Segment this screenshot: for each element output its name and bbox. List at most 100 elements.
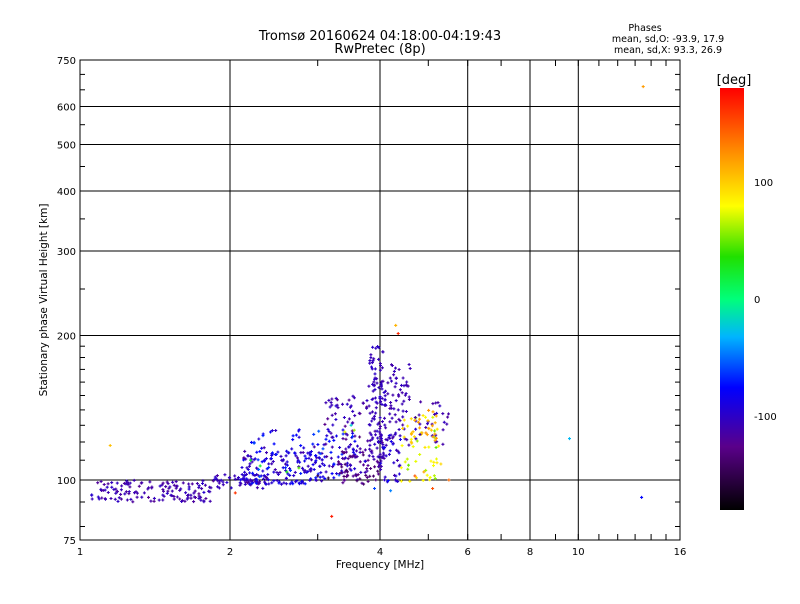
data-point — [379, 364, 382, 367]
data-point — [160, 483, 164, 487]
data-point — [126, 483, 130, 487]
data-point — [390, 364, 394, 367]
data-point — [378, 368, 382, 372]
data-point — [152, 499, 156, 503]
data-point — [383, 475, 387, 479]
data-point — [133, 491, 136, 495]
data-point — [326, 417, 330, 421]
data-point — [397, 472, 401, 476]
data-point — [344, 450, 348, 454]
data-point — [248, 471, 252, 475]
data-point — [295, 479, 299, 483]
data-point — [433, 477, 437, 481]
data-point — [314, 460, 317, 464]
data-point — [285, 463, 289, 467]
data-point — [316, 474, 320, 478]
data-point — [119, 492, 123, 496]
data-point — [171, 480, 175, 484]
data-point — [320, 479, 324, 483]
data-point — [398, 438, 402, 441]
data-point — [245, 466, 249, 470]
data-point — [429, 459, 433, 463]
data-point — [351, 447, 355, 451]
data-point — [343, 470, 347, 474]
chart-title: Tromsø 20160624 04:18:00-04:19:43 — [258, 29, 501, 44]
data-point — [418, 426, 422, 430]
data-point — [441, 442, 445, 446]
data-point — [431, 415, 435, 419]
data-point — [184, 491, 188, 495]
data-point — [129, 497, 133, 501]
data-point — [320, 462, 324, 466]
data-point — [172, 495, 176, 498]
data-point — [374, 346, 378, 350]
data-point — [348, 454, 352, 458]
data-point — [369, 450, 373, 454]
data-point — [90, 493, 94, 497]
data-point — [110, 485, 114, 489]
data-point — [390, 416, 394, 420]
data-point — [408, 367, 412, 370]
data-point — [351, 394, 355, 398]
data-point — [246, 468, 250, 471]
data-point — [347, 417, 351, 421]
data-point — [248, 464, 251, 468]
data-point — [271, 451, 274, 455]
data-point — [317, 456, 321, 460]
data-point — [161, 498, 165, 502]
data-point — [109, 497, 113, 500]
data-point — [101, 489, 105, 492]
data-point — [175, 484, 179, 488]
data-point — [346, 470, 349, 474]
data-point — [394, 478, 397, 482]
data-point — [439, 462, 443, 466]
data-point — [323, 477, 327, 481]
data-point — [432, 464, 435, 468]
data-point — [200, 487, 204, 491]
data-point — [270, 429, 274, 433]
data-point — [370, 367, 374, 371]
data-point — [371, 389, 375, 393]
data-point — [414, 427, 418, 431]
x-tick-label: 1 — [77, 547, 83, 558]
data-point — [183, 499, 187, 503]
data-point — [308, 478, 312, 482]
data-point — [433, 438, 437, 442]
data-point — [349, 464, 353, 467]
data-point — [202, 490, 206, 494]
data-point — [344, 437, 348, 441]
data-point — [379, 459, 383, 463]
data-point — [174, 480, 178, 484]
data-point — [384, 443, 388, 447]
y-tick-label: 75 — [63, 536, 76, 547]
data-point — [99, 480, 103, 483]
data-point — [255, 450, 259, 454]
data-point — [421, 414, 425, 417]
data-point — [409, 432, 413, 436]
data-point — [166, 489, 170, 493]
data-point — [189, 496, 193, 500]
data-point — [377, 357, 381, 361]
data-point — [379, 384, 383, 388]
data-point — [254, 481, 258, 485]
data-point — [114, 491, 118, 495]
data-point — [266, 478, 270, 482]
data-point — [365, 406, 369, 410]
data-point — [396, 332, 400, 335]
data-point — [273, 468, 277, 472]
data-point — [281, 466, 285, 470]
data-point — [255, 478, 259, 482]
data-point — [371, 455, 375, 458]
data-point — [291, 434, 295, 438]
data-point — [367, 404, 371, 408]
data-point — [384, 454, 388, 458]
data-point — [351, 450, 355, 454]
data-point — [401, 409, 405, 413]
data-point — [330, 397, 334, 401]
data-point — [641, 85, 645, 89]
data-point — [293, 470, 297, 474]
y-tick-label: 100 — [57, 476, 76, 487]
data-point — [179, 487, 183, 491]
data-point — [329, 431, 333, 435]
data-point — [275, 479, 279, 482]
